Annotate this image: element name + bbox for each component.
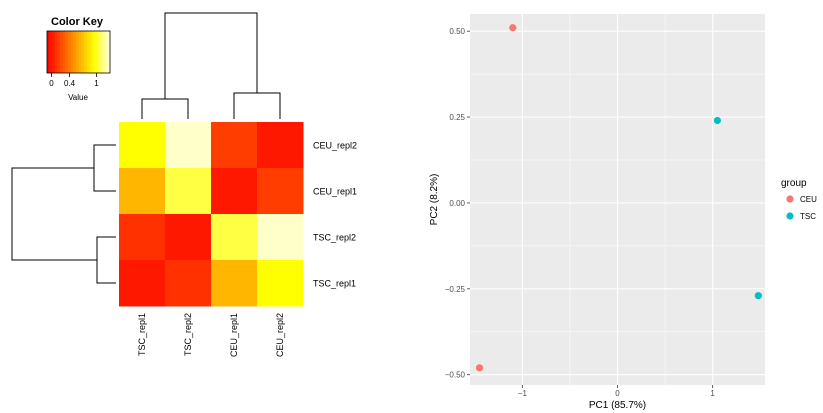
color-key-swatch: [78, 31, 82, 73]
heatmap-cell: [257, 214, 304, 261]
heatmap-cell: [119, 214, 166, 261]
heatmap-cell: [165, 122, 212, 169]
heatmap-cell: [211, 214, 258, 261]
color-key-swatch: [47, 31, 51, 73]
row-label: TSC_repl1: [313, 279, 356, 289]
color-key-swatch: [70, 31, 74, 73]
heatmap-cell: [257, 260, 304, 307]
color-key-swatch: [57, 31, 61, 73]
x-tick-label: 0: [615, 389, 620, 398]
color-key-swatch: [94, 31, 98, 73]
color-key-swatch: [99, 31, 103, 73]
color-key-swatch: [89, 31, 93, 73]
row-label: CEU_repl1: [313, 187, 357, 197]
color-key-swatch: [83, 31, 87, 73]
color-key-swatch: [68, 31, 72, 73]
color-key-swatch: [73, 31, 77, 73]
heatmap-cell: [119, 168, 166, 215]
heatmap-cell: [165, 168, 212, 215]
scatter-point-ceu: [509, 24, 517, 32]
x-axis-title: PC1 (85.7%): [589, 400, 646, 411]
color-key-swatch: [62, 31, 66, 73]
scatter-point-ceu: [475, 364, 484, 372]
color-key-swatch: [60, 31, 64, 73]
heatmap-cell: [211, 260, 258, 307]
column-label: TSC_repl2: [183, 313, 193, 356]
heatmap-cell: [119, 122, 166, 169]
scatter-point-tsc: [713, 116, 722, 125]
color-key-title: Color Key: [51, 16, 104, 28]
column-label: TSC_repl1: [137, 313, 147, 356]
color-key-swatch: [102, 31, 106, 73]
color-key-swatch: [54, 31, 59, 73]
color-key-swatch: [104, 31, 108, 73]
y-axis-title: PC2 (8.2%): [429, 174, 440, 226]
row-dendrogram-branch: [96, 236, 116, 284]
heatmap-cell: [119, 260, 166, 307]
color-key-swatch: [49, 31, 53, 73]
row-label: CEU_repl2: [313, 141, 357, 151]
y-tick-label: 0.00: [449, 199, 465, 208]
legend-title: group: [781, 178, 807, 189]
color-key-tick-label: 0.4: [64, 79, 76, 88]
legend-label: CEU: [800, 195, 817, 204]
scatter-point-tsc: [754, 292, 762, 300]
color-key-frame: [46, 30, 111, 74]
column-label: CEU_repl2: [275, 313, 285, 357]
row-dendrogram-root: [11, 167, 97, 261]
heatmap-cell: [165, 214, 212, 261]
color-key-tick-label: 0: [49, 79, 54, 88]
x-tick-label: −1: [518, 389, 528, 398]
column-dendrogram-branch: [141, 98, 189, 119]
heatmap-cell: [211, 122, 258, 169]
legend-key-ceu: [786, 195, 794, 203]
heatmap-cell: [211, 168, 258, 215]
column-dendrogram-branch: [233, 92, 281, 119]
color-key-swatch: [86, 31, 90, 73]
color-key-swatch: [81, 31, 85, 73]
heatmap-cell: [257, 168, 304, 215]
heatmap-cell: [165, 260, 212, 307]
color-key-swatch: [107, 31, 111, 73]
column-dendrogram-root: [164, 12, 258, 99]
color-key-swatch: [91, 31, 95, 73]
color-key-tick-label: 1: [94, 79, 99, 88]
row-dendrogram-branch: [93, 144, 116, 192]
color-key-swatch: [75, 31, 80, 73]
color-key-swatch: [52, 31, 56, 73]
color-key-swatch: [96, 31, 101, 73]
heatmap-cell: [257, 122, 304, 169]
legend-label: TSC: [800, 212, 816, 221]
y-tick-label: −0.25: [445, 285, 466, 294]
x-tick-label: 1: [710, 389, 715, 398]
color-key-swatch: [65, 31, 69, 73]
y-tick-label: 0.25: [449, 113, 465, 122]
row-label: TSC_repl2: [313, 233, 356, 243]
y-tick-label: 0.50: [449, 27, 465, 36]
column-label: CEU_repl1: [229, 313, 239, 357]
legend-key-tsc: [786, 212, 794, 220]
color-key-value-label: Value: [68, 93, 88, 102]
y-tick-label: −0.50: [445, 371, 466, 380]
